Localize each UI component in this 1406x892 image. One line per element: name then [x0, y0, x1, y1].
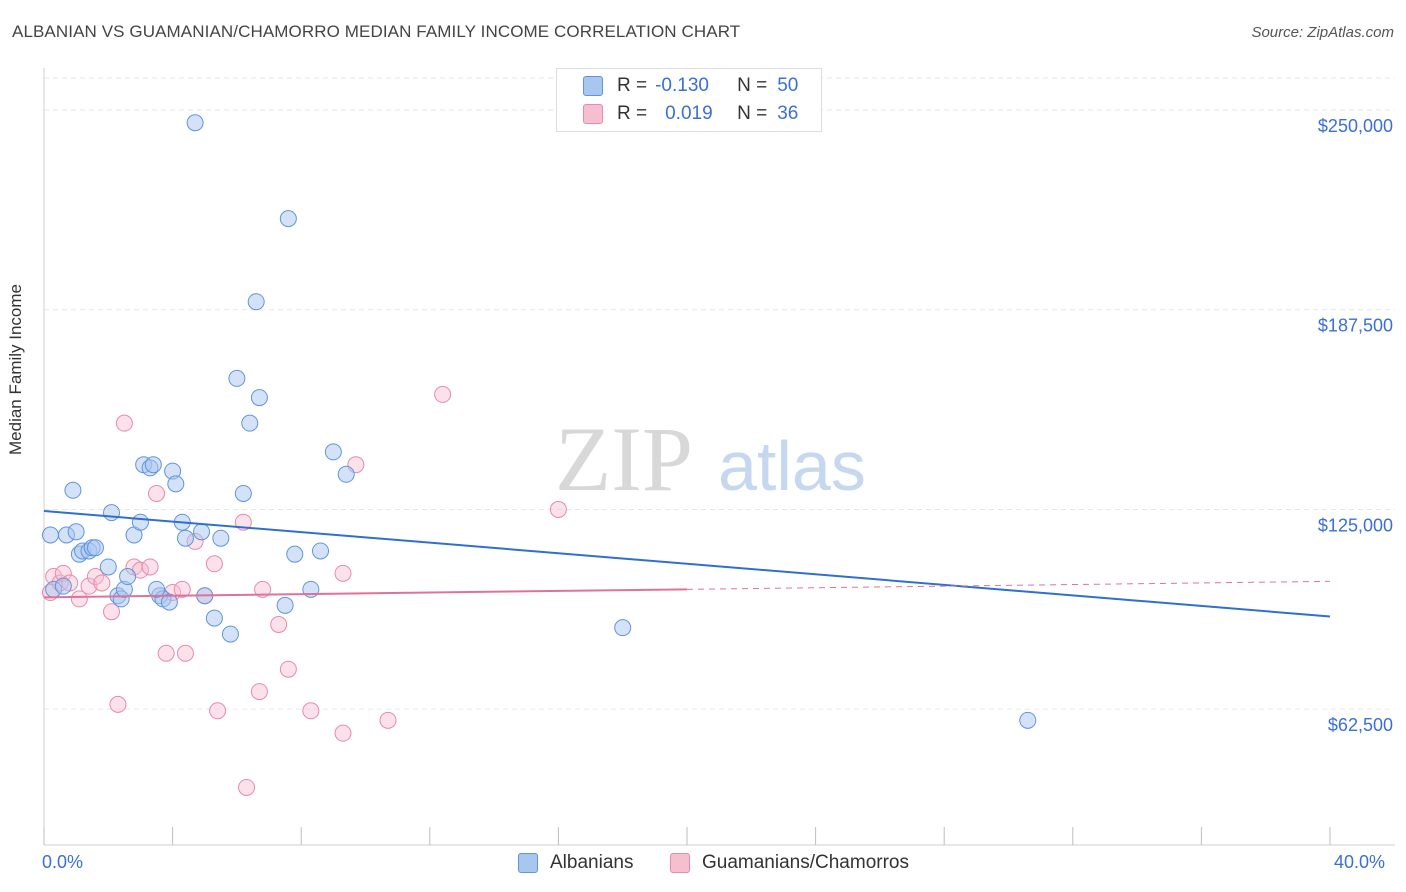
albanian-point — [103, 504, 121, 522]
albanian-point — [67, 523, 85, 541]
albanian-point — [119, 568, 137, 586]
albanian-point — [228, 369, 246, 387]
albanian-point — [193, 523, 211, 541]
r-label: R = — [617, 103, 648, 124]
albanian-point — [160, 593, 178, 611]
guamanian-point — [148, 484, 166, 502]
guamanian-point — [549, 500, 567, 518]
guamanian-point — [157, 644, 175, 662]
guamanian-point — [238, 778, 256, 796]
guamanian-point — [334, 724, 352, 742]
albanian-point — [186, 114, 204, 132]
guamanian-point — [270, 615, 288, 633]
y-tick-label: $125,000 — [1318, 515, 1393, 535]
albanian-point — [221, 625, 239, 643]
source-credit: Source: ZipAtlas.com — [1251, 24, 1394, 41]
albanian-point — [99, 558, 117, 576]
guamanian-point — [70, 590, 88, 608]
albanian-point — [324, 443, 342, 461]
y-tick-labels: $62,500 $125,000 $187,500 $250,000 — [1318, 116, 1393, 735]
correlation-legend: R = -0.130 N = 50 R = 0.019 N = 36 — [556, 68, 822, 132]
watermark-zip: ZIP — [555, 408, 693, 510]
albanian-point — [167, 475, 185, 493]
watermark-atlas: atlas — [718, 427, 866, 505]
guamanians-legend-label: Guamanians/Chamorros — [702, 852, 909, 873]
albanians-legend-swatch — [518, 853, 538, 873]
guamanian-point — [103, 603, 121, 621]
albanian-point — [144, 456, 162, 474]
albanian-point — [337, 465, 355, 483]
albanian-point — [41, 526, 59, 544]
gridlines — [44, 77, 1395, 710]
albanian-point — [279, 210, 297, 228]
albanian-point — [64, 481, 82, 499]
albanians-swatch — [583, 76, 603, 96]
watermark: ZIP atlas — [555, 408, 866, 510]
r-value: -0.130 — [655, 75, 709, 96]
legend-item-albanians[interactable]: Albanians — [518, 852, 633, 874]
n-label: N = — [737, 75, 768, 96]
guamanian-point — [254, 580, 272, 598]
guamanian-point — [279, 660, 297, 678]
albanian-point — [311, 542, 329, 560]
albanian-point — [286, 545, 304, 563]
albanian-point — [54, 577, 72, 595]
legend-row-albanians: R = -0.130 N = 50 — [583, 73, 798, 99]
albanian-point — [247, 293, 265, 311]
axes — [43, 68, 1395, 846]
y-tick-label: $250,000 — [1318, 116, 1393, 136]
x-tick-min: 0.0% — [42, 852, 84, 872]
guamanians-legend-swatch — [670, 853, 690, 873]
chart-title: ALBANIAN VS GUAMANIAN/CHAMORRO MEDIAN FA… — [12, 22, 741, 41]
guamanian-point — [86, 568, 104, 586]
albanian-point — [205, 609, 223, 627]
albanian-point — [241, 414, 259, 432]
albanian-points — [41, 114, 1037, 729]
n-value: 36 — [777, 103, 799, 124]
trend-lines — [43, 510, 1331, 618]
guamanians-swatch — [583, 104, 603, 124]
guamanian-point — [302, 702, 320, 720]
r-value: 0.019 — [665, 103, 713, 124]
albanian-point — [234, 484, 252, 502]
albanian-point — [1019, 711, 1037, 729]
guamanian-point — [109, 695, 127, 713]
guamanian-point — [93, 574, 111, 592]
guamanian-point — [379, 711, 397, 729]
guamanian-point — [115, 414, 133, 432]
albanian-point — [86, 539, 104, 557]
guamanian-point — [209, 702, 227, 720]
legend-item-guamanians[interactable]: Guamanians/Chamorros — [670, 852, 909, 874]
guamanian-trend-extension — [686, 580, 1331, 590]
guamanian-point — [334, 564, 352, 582]
albanian-point — [148, 580, 166, 598]
albanians-legend-label: Albanians — [550, 852, 634, 873]
y-tick-label: $62,500 — [1328, 715, 1393, 735]
guamanian-point — [250, 683, 268, 701]
guamanian-point — [80, 577, 98, 595]
legend-row-guamanians: R = 0.019 N = 36 — [583, 101, 798, 127]
x-tick-max: 40.0% — [1334, 852, 1386, 872]
guamanian-point — [205, 555, 223, 573]
albanian-point — [176, 529, 194, 547]
guamanian-trend-line — [43, 588, 688, 599]
guamanian-point — [176, 644, 194, 662]
albanian-point — [131, 513, 149, 531]
albanian-point — [250, 389, 268, 407]
albanian-trend-line — [43, 510, 1331, 618]
r-label: R = — [617, 75, 648, 96]
albanian-point — [276, 596, 294, 614]
y-tick-label: $187,500 — [1318, 316, 1393, 336]
n-label: N = — [737, 103, 768, 124]
albanian-point — [614, 619, 632, 637]
guamanian-point — [141, 558, 159, 576]
guamanian-point — [434, 385, 452, 403]
albanian-point — [212, 529, 230, 547]
n-value: 50 — [777, 75, 799, 96]
guamanian-point — [173, 580, 191, 598]
